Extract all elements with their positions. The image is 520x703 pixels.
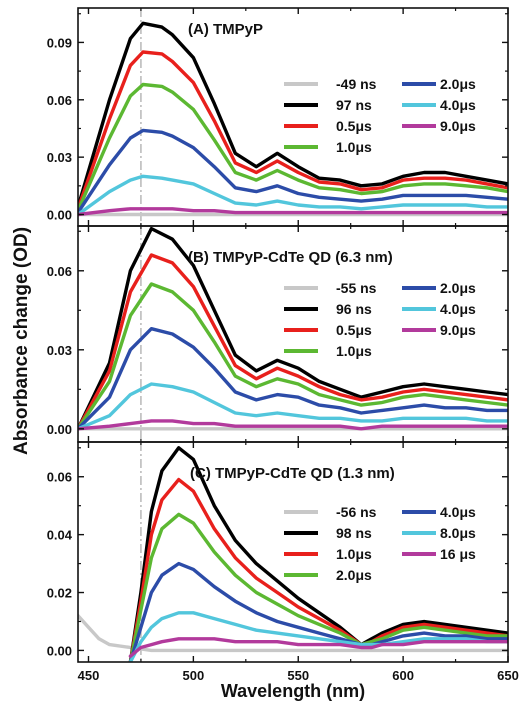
series-line-7 — [78, 207, 508, 217]
series-line-4 — [78, 82, 508, 213]
panel-3: 0.00 0.02 0.04 0.06 (C) TMPyP-CdTe QD (1.3 n… — [47, 441, 509, 663]
legend-label: 8.0μs — [440, 525, 476, 541]
y-tick-label: 0.09 — [47, 35, 72, 50]
series-line-2 — [128, 446, 508, 662]
y-tick-label: 0.06 — [47, 93, 72, 108]
legend-label: 0.5μs — [336, 118, 372, 134]
series-group — [78, 446, 508, 662]
legend-label: 1.0μs — [336, 343, 372, 359]
x-axis-label: Wavelength (nm) — [221, 681, 365, 701]
x-tick-label: 550 — [287, 668, 309, 683]
legend-label: 4.0μs — [440, 301, 476, 317]
y-tick-label: 0.03 — [47, 343, 72, 358]
legend-label: 98 ns — [336, 525, 372, 541]
series-group — [78, 226, 508, 431]
series-line-7 — [78, 419, 508, 431]
y-tick-label: 0.04 — [47, 528, 73, 543]
series-line-5 — [128, 561, 508, 662]
legend-label: 4.0μs — [440, 97, 476, 113]
y-tick-label: 0.00 — [47, 422, 72, 437]
legend-label: 2.0μs — [440, 280, 476, 296]
panel-frame — [77, 441, 509, 663]
series-line-5 — [78, 327, 508, 431]
legend-label: 16 μs — [440, 546, 476, 562]
legend-label: 2.0μs — [440, 76, 476, 92]
series-line-4 — [128, 512, 508, 662]
legend-label: 9.0μs — [440, 322, 476, 338]
series-line-6 — [78, 174, 508, 217]
panel-title: (C) TMPyP-CdTe QD (1.3 nm) — [190, 465, 395, 482]
y-tick-label: 0.06 — [47, 264, 72, 279]
legend-label: 2.0μs — [336, 567, 372, 583]
x-tick-label: 600 — [392, 668, 414, 683]
legend-label: 0.5μs — [336, 322, 372, 338]
series-line-3 — [78, 253, 508, 431]
x-tick-label: 450 — [78, 668, 100, 683]
series-line-6 — [128, 611, 508, 662]
y-tick-label: 0.00 — [47, 208, 72, 223]
legend-label: 97 ns — [336, 97, 372, 113]
series-line-4 — [78, 282, 508, 431]
series-line-3 — [78, 50, 508, 211]
series-group — [78, 21, 508, 217]
panel-title: (B) TMPyP-CdTe QD (6.3 nm) — [188, 249, 393, 266]
panels: 0.00 0.03 0.06 0.09 (A) TMPyP -49 ns 97 ns 0.5μ… — [47, 7, 519, 683]
y-tick-label: 0.02 — [47, 586, 72, 601]
series-line-2 — [78, 226, 508, 431]
series-line-2 — [78, 21, 508, 209]
legend-label: 4.0μs — [440, 504, 476, 520]
series-line-1 — [78, 614, 508, 653]
series-line-6 — [78, 382, 508, 431]
legend-label: -56 ns — [336, 504, 377, 520]
panel-1: 0.00 0.03 0.06 0.09 (A) TMPyP -49 ns 97 ns 0.5μ… — [47, 7, 509, 227]
series-line-7 — [128, 637, 508, 658]
legend-label: 96 ns — [336, 301, 372, 317]
x-tick-label: 650 — [497, 668, 519, 683]
panel-2: 0.00 0.03 0.06 (B) TMPyP-CdTe QD (6.3 nm) -5… — [47, 225, 509, 443]
legend-label: 1.0μs — [336, 546, 372, 562]
legend-label: 9.0μs — [440, 118, 476, 134]
x-tick-label: 500 — [183, 668, 205, 683]
legend-label: -49 ns — [336, 76, 377, 92]
y-tick-label: 0.03 — [47, 150, 72, 165]
series-line-3 — [128, 477, 508, 662]
series-line-5 — [78, 128, 508, 215]
y-tick-label: 0.06 — [47, 470, 72, 485]
panel-title: (A) TMPyP — [188, 21, 263, 38]
legend-label: 1.0μs — [336, 139, 372, 155]
y-axis-label: Absorbance change (OD) — [11, 227, 32, 455]
legend-label: -55 ns — [336, 280, 377, 296]
y-tick-label: 0.00 — [47, 643, 72, 658]
